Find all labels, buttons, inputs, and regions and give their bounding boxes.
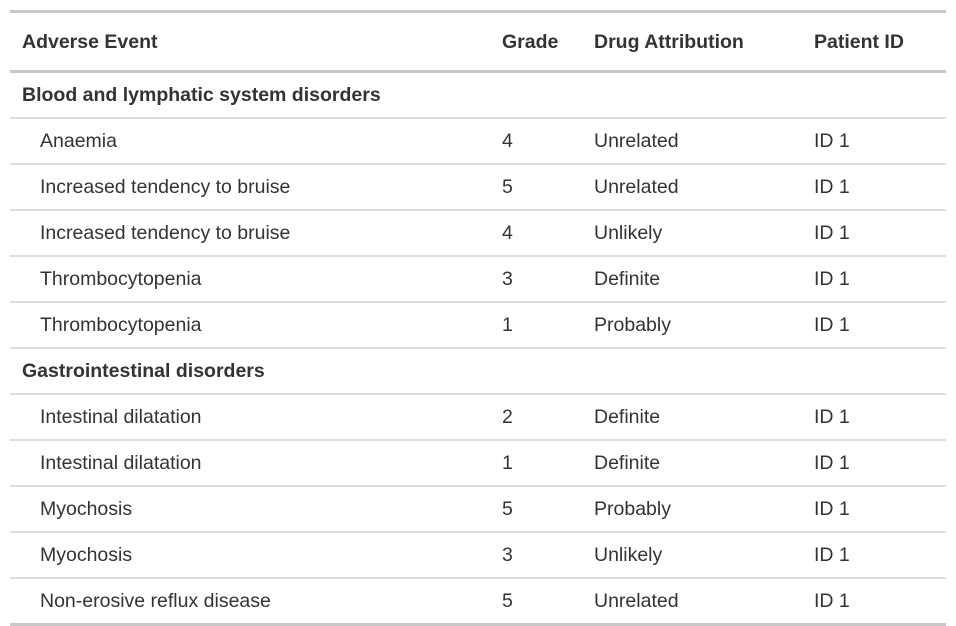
table-row: Intestinal dilatation 2 Definite ID 1 — [10, 394, 946, 441]
cell-patient-id: ID 1 — [802, 440, 946, 487]
cell-grade: 3 — [490, 532, 582, 579]
cell-drug-attribution: Unrelated — [582, 164, 802, 211]
cell-drug-attribution: Unlikely — [582, 210, 802, 257]
cell-grade: 5 — [502, 590, 513, 612]
cell-patient-id: ID 1 — [814, 590, 850, 612]
cell-drug-attribution: Unlikely — [582, 532, 802, 579]
group-label: Gastrointestinal disorders — [10, 348, 946, 395]
cell-adverse-event: Myochosis — [10, 486, 490, 533]
cell-adverse-event: Anaemia — [10, 118, 490, 165]
table-row: Non-erosive reflux disease 5 Unrelated I… — [10, 578, 946, 625]
table-row: Myochosis 3 Unlikely ID 1 — [10, 532, 946, 579]
cell-patient-id: ID 1 — [802, 394, 946, 441]
cell-adverse-event: Increased tendency to bruise — [10, 164, 490, 211]
table-row: Myochosis 5 Probably ID 1 — [10, 486, 946, 533]
cell-grade: 2 — [490, 394, 582, 441]
cell-patient-id: ID 1 — [802, 118, 946, 165]
cell-grade: 1 — [490, 440, 582, 487]
cell-patient-id: ID 1 — [802, 164, 946, 211]
cell-drug-attribution: Unrelated — [582, 118, 802, 165]
cell-adverse-event: Thrombocytopenia — [10, 302, 490, 349]
header-row: Adverse Event Grade Drug Attribution Pat… — [10, 11, 946, 73]
cell-grade: 1 — [490, 302, 582, 349]
group-label: Blood and lymphatic system disorders — [10, 71, 946, 119]
column-header-patient-id: Patient ID — [802, 11, 946, 73]
cell-adverse-event: Intestinal dilatation — [10, 394, 490, 441]
cell-adverse-event: Thrombocytopenia — [10, 256, 490, 303]
table-row: Thrombocytopenia 1 Probably ID 1 — [10, 302, 946, 349]
table-row: Increased tendency to bruise 5 Unrelated… — [10, 164, 946, 211]
cell-grade: 4 — [490, 210, 582, 257]
table-row: Increased tendency to bruise 4 Unlikely … — [10, 210, 946, 257]
table-row: Anaemia 4 Unrelated ID 1 — [10, 118, 946, 165]
cell-drug-attribution: Definite — [582, 394, 802, 441]
column-header-adverse-event: Adverse Event — [10, 11, 490, 73]
adverse-events-table-container: Adverse Event Grade Drug Attribution Pat… — [10, 10, 946, 626]
cell-patient-id: ID 1 — [802, 532, 946, 579]
table-row: Thrombocytopenia 3 Definite ID 1 — [10, 256, 946, 303]
column-header-drug-attribution: Drug Attribution — [582, 11, 802, 73]
cell-adverse-event: Myochosis — [10, 532, 490, 579]
adverse-events-table: Adverse Event Grade Drug Attribution Pat… — [10, 10, 946, 626]
cell-patient-id: ID 1 — [802, 256, 946, 303]
column-header-grade: Grade — [490, 11, 582, 73]
cell-adverse-event: Non-erosive reflux disease — [40, 590, 271, 612]
cell-drug-attribution: Probably — [582, 302, 802, 349]
cell-drug-attribution: Probably — [582, 486, 802, 533]
cell-grade: 5 — [490, 164, 582, 211]
cell-grade: 3 — [490, 256, 582, 303]
cell-patient-id: ID 1 — [802, 210, 946, 257]
cell-drug-attribution: Unrelated — [594, 590, 679, 612]
cell-patient-id: ID 1 — [802, 486, 946, 533]
cell-grade: 4 — [490, 118, 582, 165]
cell-adverse-event: Intestinal dilatation — [10, 440, 490, 487]
cell-drug-attribution: Definite — [582, 256, 802, 303]
cell-patient-id: ID 1 — [802, 302, 946, 349]
cell-grade: 5 — [490, 486, 582, 533]
cell-drug-attribution: Definite — [582, 440, 802, 487]
group-header-row: Blood and lymphatic system disorders — [10, 71, 946, 119]
cell-adverse-event: Increased tendency to bruise — [10, 210, 490, 257]
group-header-row: Gastrointestinal disorders — [10, 348, 946, 395]
table-row: Intestinal dilatation 1 Definite ID 1 — [10, 440, 946, 487]
